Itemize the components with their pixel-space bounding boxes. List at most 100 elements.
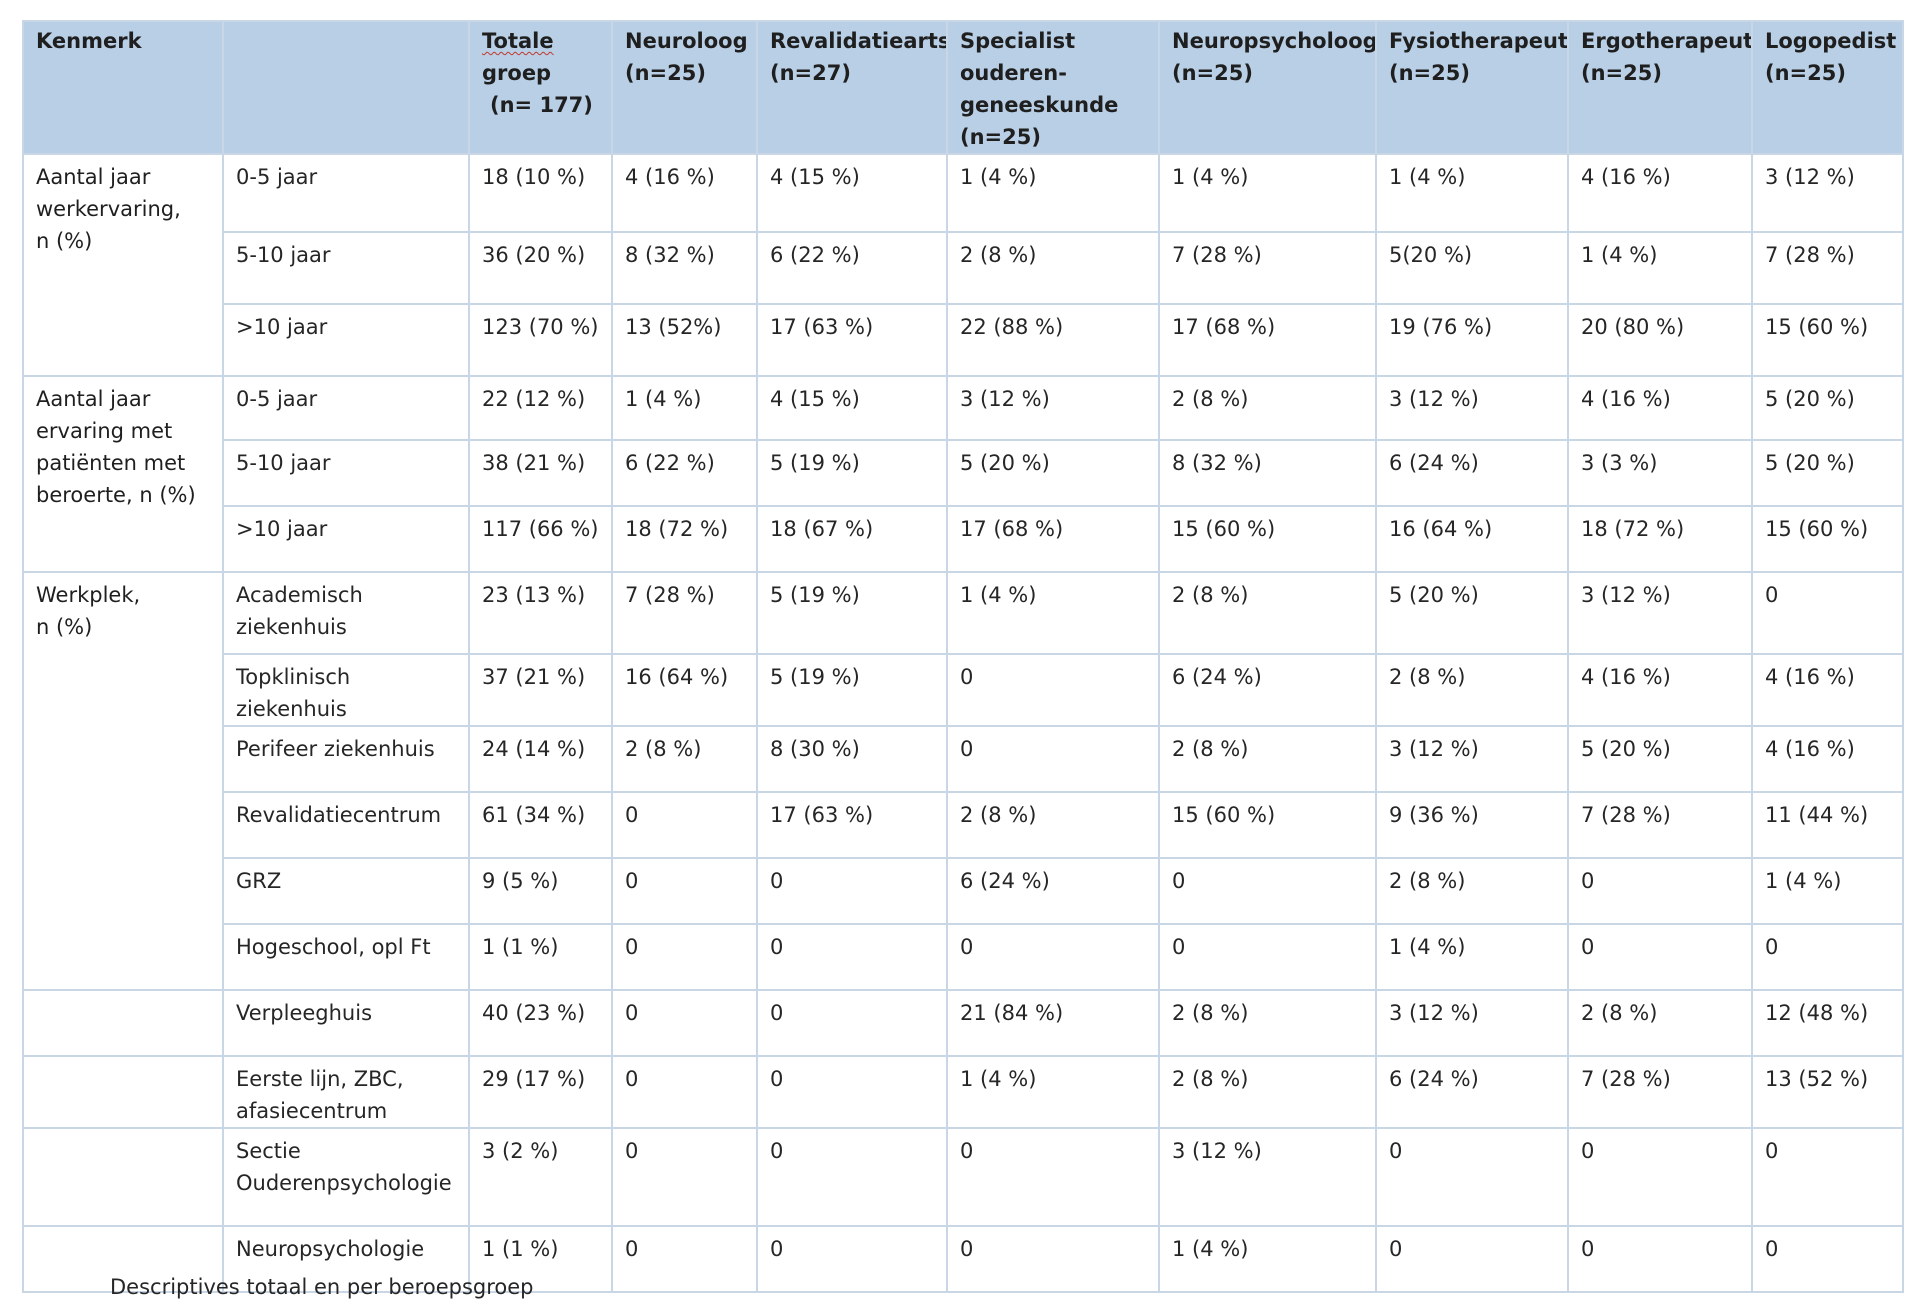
- row-label: Sectie Ouderenpsychologie: [222, 1127, 470, 1227]
- value-cell: 2 (8 %): [1158, 375, 1377, 441]
- value-cell: 0: [946, 1225, 1160, 1293]
- value-cell: 4 (16 %): [1567, 375, 1753, 441]
- group-label-werkplek: Werkplek, n (%): [22, 571, 224, 991]
- value-cell: 2 (8 %): [1158, 571, 1377, 655]
- table-row: Perifeer ziekenhuis 24 (14 %) 2 (8 %) 8 (30…: [23, 725, 1904, 793]
- value-cell: 3 (12 %): [1158, 1127, 1377, 1227]
- value-cell: 13 (52%): [611, 303, 758, 377]
- row-label: 0-5 jaar: [222, 375, 470, 441]
- value-cell: 4 (15 %): [756, 153, 948, 233]
- header-row: Kenmerk Totale groep (n= 177) Neuroloog(…: [22, 20, 1904, 155]
- value-cell: 61 (34 %): [468, 791, 613, 859]
- value-cell: 18 (10 %): [468, 153, 613, 233]
- value-cell: 0: [1751, 1127, 1904, 1227]
- table-body: Aantal jaar werkervaring, n (%) 0-5 jaar 18 …: [22, 153, 1904, 1293]
- value-cell: 0: [756, 857, 948, 925]
- value-cell: 2 (8 %): [1375, 653, 1569, 727]
- value-cell: 36 (20 %): [468, 231, 613, 305]
- value-cell: 6 (24 %): [1375, 1055, 1569, 1129]
- value-cell: 2 (8 %): [1158, 989, 1377, 1057]
- value-cell: 21 (84 %): [946, 989, 1160, 1057]
- value-cell: 24 (14 %): [468, 725, 613, 793]
- value-cell: 6 (22 %): [611, 439, 758, 507]
- value-cell: 16 (64 %): [611, 653, 758, 727]
- table-row: Werkplek, n (%) Academisch ziekenhuis 23 (13…: [22, 571, 1904, 991]
- row-label: Verpleeghuis: [222, 989, 470, 1057]
- value-cell: 4 (16 %): [1751, 725, 1904, 793]
- value-cell: 20 (80 %): [1567, 303, 1753, 377]
- row-label: 5-10 jaar: [222, 231, 470, 305]
- value-cell: 18 (67 %): [756, 505, 948, 573]
- value-cell: 2 (8 %): [1375, 857, 1569, 925]
- value-cell: 9 (36 %): [1375, 791, 1569, 859]
- value-cell: 0: [611, 857, 758, 925]
- value-cell: 4 (16 %): [1567, 653, 1753, 727]
- value-cell: 0: [1567, 923, 1753, 991]
- value-cell: 17 (68 %): [946, 505, 1160, 573]
- group-label-empty: [22, 1127, 224, 1227]
- value-cell: 11 (44 %): [1751, 791, 1904, 859]
- table-row: Neuropsychologie 1 (1 %) 0 0 0 1 (4 %) 0 0 0: [22, 1225, 1904, 1293]
- header-empty: [222, 20, 470, 155]
- value-cell: 0: [1375, 1127, 1569, 1227]
- value-cell: 123 (70 %): [468, 303, 613, 377]
- value-cell: 1 (4 %): [1375, 923, 1569, 991]
- value-cell: 1 (4 %): [1375, 153, 1569, 233]
- row-label: 0-5 jaar: [222, 153, 470, 233]
- value-cell: 0: [611, 923, 758, 991]
- table-row: Aantal jaar ervaring met patiënten met bero…: [22, 375, 1904, 573]
- row-label: Topklinisch ziekenhuis: [222, 653, 470, 727]
- value-cell: 16 (64 %): [1375, 505, 1569, 573]
- value-cell: 0: [946, 653, 1160, 727]
- group-label-empty: [22, 989, 224, 1057]
- value-cell: 2 (8 %): [1158, 1055, 1377, 1129]
- value-cell: 1 (1 %): [468, 923, 613, 991]
- value-cell: 23 (13 %): [468, 571, 613, 655]
- value-cell: 5 (19 %): [756, 439, 948, 507]
- header-kenmerk: Kenmerk: [22, 20, 224, 155]
- value-cell: 3 (12 %): [1375, 989, 1569, 1057]
- value-cell: 15 (60 %): [1751, 505, 1904, 573]
- value-cell: 6 (24 %): [1158, 653, 1377, 727]
- value-cell: 7 (28 %): [1158, 231, 1377, 305]
- value-cell: 22 (12 %): [468, 375, 613, 441]
- value-cell: 0: [1567, 1127, 1753, 1227]
- header-totale-groep: Totale groep (n= 177): [468, 20, 613, 155]
- descriptives-table: Kenmerk Totale groep (n= 177) Neuroloog(…: [22, 20, 1904, 1293]
- row-label: 5-10 jaar: [222, 439, 470, 507]
- value-cell: 0: [1158, 923, 1377, 991]
- value-cell: 3 (2 %): [468, 1127, 613, 1227]
- table-row: >10 jaar 123 (70 %) 13 (52%) 17 (63 %) 22 (8…: [23, 303, 1904, 377]
- row-label: GRZ: [222, 857, 470, 925]
- value-cell: 7 (28 %): [611, 571, 758, 655]
- value-cell: 6 (24 %): [946, 857, 1160, 925]
- value-cell: 0: [1751, 1225, 1904, 1293]
- value-cell: 3 (3 %): [1567, 439, 1753, 507]
- header-revalidatiearts: Revalidatiearts (n=27): [756, 20, 948, 155]
- header-ergotherapeut: Ergotherapeut (n=25): [1567, 20, 1753, 155]
- value-cell: 5 (20 %): [1751, 439, 1904, 507]
- value-cell: 15 (60 %): [1158, 791, 1377, 859]
- value-cell: 0: [756, 1225, 948, 1293]
- group-label-ervaring-beroerte: Aantal jaar ervaring met patiënten met bero…: [22, 375, 224, 573]
- header-fysiotherapeut: Fysiotherapeut (n=25): [1375, 20, 1569, 155]
- value-cell: 0: [946, 725, 1160, 793]
- value-cell: 22 (88 %): [946, 303, 1160, 377]
- value-cell: 4 (16 %): [1751, 653, 1904, 727]
- value-cell: 1 (4 %): [1567, 231, 1753, 305]
- value-cell: 18 (72 %): [611, 505, 758, 573]
- value-cell: 0: [611, 1225, 758, 1293]
- value-cell: 2 (8 %): [611, 725, 758, 793]
- group-label-empty: [22, 1055, 224, 1129]
- value-cell: 6 (24 %): [1375, 439, 1569, 507]
- value-cell: 7 (28 %): [1567, 791, 1753, 859]
- value-cell: 13 (52 %): [1751, 1055, 1904, 1129]
- row-label: Perifeer ziekenhuis: [222, 725, 470, 793]
- value-cell: 0: [756, 989, 948, 1057]
- value-cell: 1 (4 %): [946, 571, 1160, 655]
- value-cell: 19 (76 %): [1375, 303, 1569, 377]
- value-cell: 1 (4 %): [1751, 857, 1904, 925]
- value-cell: 8 (32 %): [611, 231, 758, 305]
- header-neuroloog: Neuroloog (n=25): [611, 20, 758, 155]
